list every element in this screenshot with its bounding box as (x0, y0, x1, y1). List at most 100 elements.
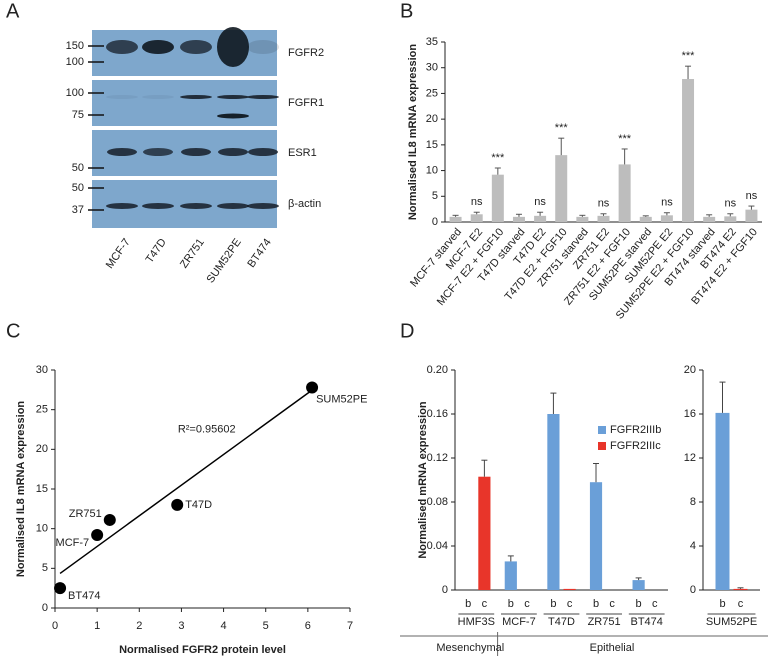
y-tick-label: 0 (690, 584, 696, 596)
bar (555, 155, 568, 222)
band (143, 148, 173, 156)
x-tick-label: ZR751 (588, 616, 621, 628)
bar-sub-label: b (508, 598, 514, 610)
x-tick-label: 2 (136, 620, 142, 632)
y-tick-label: 0.16 (427, 408, 448, 420)
blot-row-label: ESR1 (288, 147, 317, 159)
band (218, 148, 248, 156)
marker-label: 50 (72, 162, 84, 174)
y-tick-label: 0 (432, 216, 438, 228)
bar-sub-label: b (719, 598, 725, 610)
band (248, 148, 278, 156)
y-tick-label: 30 (36, 364, 48, 376)
point (91, 529, 104, 542)
y-tick-label: 20 (684, 364, 696, 376)
panel-label: A (6, 0, 20, 22)
bar (618, 164, 631, 222)
y-tick-label: 16 (684, 408, 696, 420)
x-tick-label: 6 (305, 620, 311, 632)
legend-label: FGFR2IIIc (610, 440, 661, 452)
legend-swatch (598, 442, 606, 450)
x-tick-label: 7 (347, 620, 353, 632)
marker-label: 150 (66, 40, 84, 52)
x-tick-label: 5 (263, 620, 269, 632)
panel-label: C (6, 320, 20, 342)
panel-label: B (400, 0, 413, 22)
band (180, 203, 212, 209)
blot-row (92, 80, 277, 126)
point-label: BT474 (68, 590, 100, 602)
x-tick-label: 3 (178, 620, 184, 632)
group-label: Mesenchymal (436, 642, 504, 654)
blot-row-label: β-actin (288, 198, 321, 210)
bar (478, 476, 491, 590)
bar (632, 580, 645, 590)
y-axis-label: Normalised mRNA expression (417, 401, 429, 559)
blot-row-label: FGFR2 (288, 47, 324, 59)
band (142, 203, 174, 209)
x-tick-label: MCF-7 (502, 616, 536, 628)
point-label: T47D (185, 499, 212, 511)
x-tick-label: BT474 (630, 616, 662, 628)
bar-sub-label: b (465, 598, 471, 610)
bar (660, 215, 673, 222)
group-label: Epithelial (590, 642, 635, 654)
bar (745, 209, 758, 222)
significance: ns (746, 190, 758, 202)
band (217, 27, 249, 67)
bar-sub-label: c (738, 598, 744, 610)
x-tick-label: HMF3S (458, 616, 495, 628)
significance: *** (618, 133, 632, 145)
point (54, 582, 67, 595)
y-tick-label: 35 (426, 36, 438, 48)
bar (724, 216, 737, 222)
y-tick-label: 8 (690, 496, 696, 508)
x-tick-label: 4 (221, 620, 227, 632)
bar (682, 79, 695, 223)
band (217, 203, 249, 209)
band (106, 203, 138, 209)
bar (563, 588, 576, 590)
y-tick-label: 15 (426, 139, 438, 151)
y-tick-label: 12 (684, 452, 696, 464)
annotation: R²=0.95602 (178, 423, 236, 435)
y-tick-label: 5 (42, 562, 48, 574)
band (180, 95, 212, 99)
bar (449, 216, 462, 222)
y-axis-label: Normalised IL8 mRNA expression (407, 44, 419, 221)
point-label: SUM52PE (316, 393, 367, 405)
band (142, 40, 174, 54)
band (217, 95, 249, 99)
y-tick-label: 10 (36, 523, 48, 535)
y-tick-label: 30 (426, 62, 438, 74)
bar (589, 482, 603, 590)
significance: ns (598, 198, 610, 210)
band (247, 95, 279, 99)
x-axis-label: Normalised FGFR2 protein level (119, 644, 286, 656)
y-tick-label: 10 (426, 164, 438, 176)
bar (639, 216, 652, 222)
bar (491, 174, 504, 222)
blot-row-label: FGFR1 (288, 97, 324, 109)
lane-label: SUM52PE (205, 237, 244, 286)
bar (547, 414, 560, 590)
y-tick-label: 0.04 (427, 540, 448, 552)
bar-sub-label: c (567, 598, 573, 610)
bar (597, 215, 610, 222)
y-tick-label: 20 (426, 113, 438, 125)
bar-sub-label: b (550, 598, 556, 610)
point-label: ZR751 (69, 508, 102, 520)
bar-sub-label: c (524, 598, 530, 610)
marker-label: 100 (66, 87, 84, 99)
lane-label: MCF-7 (104, 237, 133, 271)
significance: *** (682, 50, 696, 62)
lane-label: T47D (144, 236, 169, 265)
y-tick-label: 5 (432, 190, 438, 202)
point (103, 513, 116, 526)
marker-label: 50 (72, 182, 84, 194)
trend-line (59, 389, 313, 575)
legend-swatch (598, 426, 606, 434)
band (247, 203, 279, 209)
x-tick-label: T47D (548, 616, 575, 628)
point-label: MCF-7 (56, 537, 90, 549)
